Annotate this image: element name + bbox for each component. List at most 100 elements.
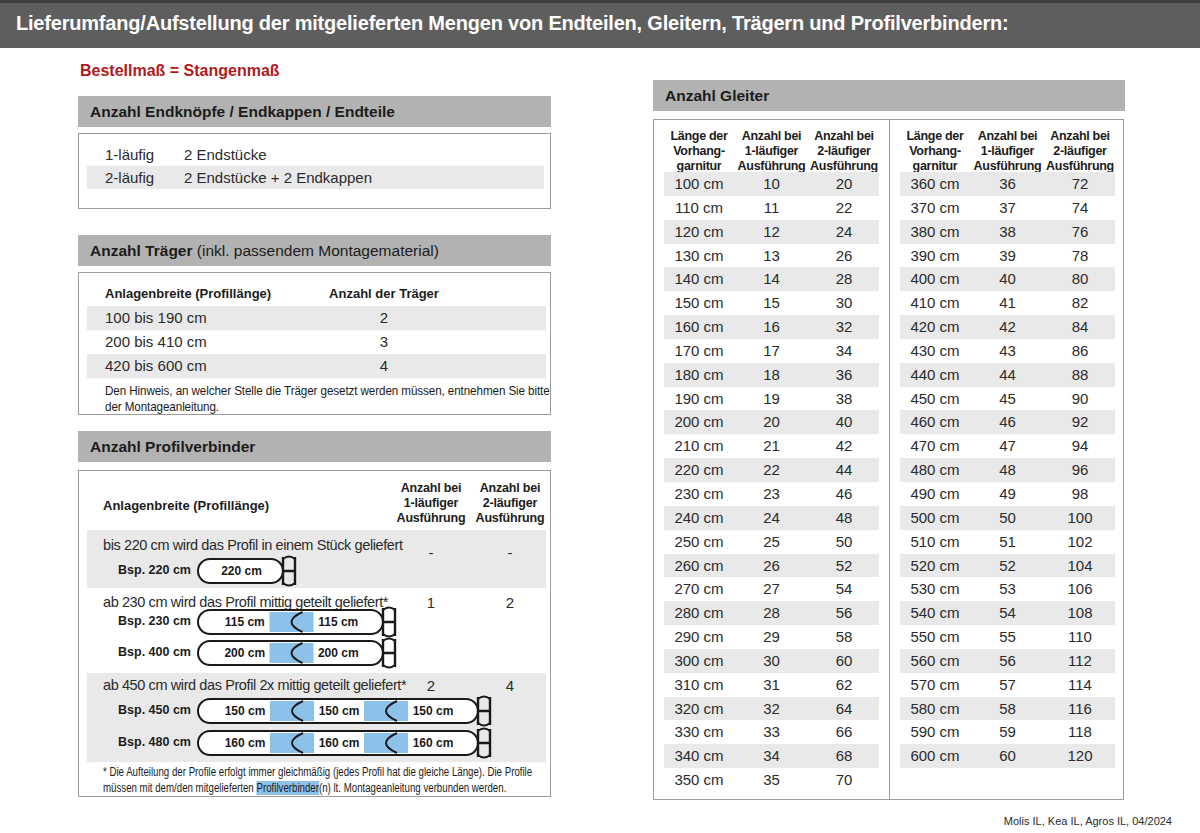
gleiter-length: 360 cm [900, 172, 970, 196]
gleiter-count-1laeufig: 39 [970, 244, 1045, 268]
gleiter-count-1laeufig: 15 [734, 291, 809, 315]
pv-col3-header: Anzahl bei2-läufigerAusführung [465, 481, 555, 526]
pv-example-label: Bsp. 220 cm [111, 563, 191, 577]
traeger-col1-header: Anlagenbreite (Profillänge) [105, 286, 271, 301]
pv-rod-diagram: 160 cm160 cm160 cm [197, 725, 494, 765]
gleiter-count-1laeufig: 60 [970, 744, 1045, 768]
gleiter-count-1laeufig: 21 [734, 434, 809, 458]
gleiter-count-1laeufig: 36 [970, 172, 1045, 196]
gleiter-row: 440 cm4488 [900, 363, 1115, 387]
gleiter-count-2laeufig: 118 [1045, 720, 1115, 744]
gleiter-count-1laeufig: 44 [970, 363, 1045, 387]
pv-block: ab 230 cm wird das Profil mittig geteilt… [87, 591, 546, 667]
traeger-range: 420 bis 600 cm [105, 354, 207, 378]
gleiter-count-2laeufig: 28 [809, 267, 879, 291]
gleiter-length: 300 cm [664, 649, 734, 673]
gleiter-row: 280 cm2856 [664, 601, 879, 625]
pv-rod-diagram: 200 cm200 cm [197, 635, 399, 675]
gleiter-row: 590 cm59118 [900, 720, 1115, 744]
gleiter-count-2laeufig: 50 [809, 530, 879, 554]
gleiter-column-header: Länge derVorhang-garnitur [900, 129, 970, 175]
pv-value-2laeufig: - [465, 544, 555, 561]
svg-text:150 cm: 150 cm [319, 704, 360, 718]
pv-col2-header: Anzahl bei1-läufigerAusführung [386, 481, 476, 526]
gleiter-length: 340 cm [664, 744, 734, 768]
gleiter-count-1laeufig: 13 [734, 244, 809, 268]
gleiter-count-1laeufig: 59 [970, 720, 1045, 744]
gleiter-length: 250 cm [664, 530, 734, 554]
gleiter-count-2laeufig: 74 [1045, 196, 1115, 220]
gleiter-row: 250 cm2550 [664, 530, 879, 554]
gleiter-row: 570 cm57114 [900, 673, 1115, 697]
pv-block: ab 450 cm wird das Profil 2x mittig gete… [87, 673, 546, 762]
gleiter-length: 200 cm [664, 410, 734, 434]
gleiter-count-2laeufig: 102 [1045, 530, 1115, 554]
gleiter-length: 410 cm [900, 291, 970, 315]
gleiter-row: 180 cm1836 [664, 363, 879, 387]
gleiter-row: 380 cm3876 [900, 220, 1115, 244]
gleiter-row: 200 cm2040 [664, 410, 879, 434]
gleiter-row: 240 cm2448 [664, 506, 879, 530]
gleiter-length: 190 cm [664, 387, 734, 411]
traeger-count: 4 [304, 354, 464, 378]
gleiter-column-header: Anzahl bei2-läufigerAusführung [1045, 129, 1115, 175]
gleiter-row: 220 cm2244 [664, 458, 879, 482]
traeger-range: 200 bis 410 cm [105, 330, 207, 354]
gleiter-count-2laeufig: 88 [1045, 363, 1115, 387]
pv-example-label: Bsp. 480 cm [111, 735, 191, 749]
gleiter-count-2laeufig: 32 [809, 315, 879, 339]
gleiter-count-1laeufig: 26 [734, 554, 809, 578]
gleiter-column-header: Anzahl bei2-läufigerAusführung [809, 129, 879, 175]
gleiter-count-1laeufig: 33 [734, 720, 809, 744]
gleiter-column-header: Länge derVorhang-garnitur [664, 129, 734, 175]
gleiter-row: 320 cm3264 [664, 697, 879, 721]
gleiter-count-2laeufig: 26 [809, 244, 879, 268]
gleiter-row: 150 cm1530 [664, 291, 879, 315]
gleiter-count-2laeufig: 30 [809, 291, 879, 315]
gleiter-count-1laeufig: 34 [734, 744, 809, 768]
gleiter-table-left: Länge derVorhang-garniturAnzahl bei1-läu… [654, 120, 889, 799]
pv-example-label: Bsp. 230 cm [111, 614, 191, 628]
gleiter-length: 380 cm [900, 220, 970, 244]
gleiter-count-2laeufig: 52 [809, 554, 879, 578]
gleiter-length: 260 cm [664, 554, 734, 578]
gleiter-count-1laeufig: 20 [734, 410, 809, 434]
gleiter-count-1laeufig: 54 [970, 601, 1045, 625]
gleiter-row: 470 cm4794 [900, 434, 1115, 458]
gleiter-row: 530 cm53106 [900, 577, 1115, 601]
gleiter-length: 370 cm [900, 196, 970, 220]
gleiter-rows: 360 cm3672370 cm3774380 cm3876390 cm3978… [900, 172, 1115, 768]
svg-text:160 cm: 160 cm [413, 736, 454, 750]
gleiter-count-1laeufig: 11 [734, 196, 809, 220]
gleiter-count-1laeufig: 32 [734, 697, 809, 721]
gleiter-count-1laeufig: 10 [734, 172, 809, 196]
gleiter-count-1laeufig: 23 [734, 482, 809, 506]
gleiter-length: 290 cm [664, 625, 734, 649]
gleiter-count-2laeufig: 86 [1045, 339, 1115, 363]
gleiter-count-1laeufig: 37 [970, 196, 1045, 220]
gleiter-count-2laeufig: 120 [1045, 744, 1115, 768]
gleiter-row: 410 cm4182 [900, 291, 1115, 315]
gleiter-row: 160 cm1632 [664, 315, 879, 339]
section-header-profilverbinder: Anzahl Profilverbinder [78, 431, 551, 462]
gleiter-length: 240 cm [664, 506, 734, 530]
pv-block-text: bis 220 cm wird das Profil in einem Stüc… [103, 537, 403, 553]
pv-col1-header: Anlagenbreite (Profillänge) [103, 498, 269, 513]
gleiter-count-2laeufig: 112 [1045, 649, 1115, 673]
gleiter-length: 400 cm [900, 267, 970, 291]
gleiter-count-1laeufig: 40 [970, 267, 1045, 291]
gleiter-count-2laeufig: 38 [809, 387, 879, 411]
page-title: Lieferumfang/Aufstellung der mitgeliefer… [0, 3, 1200, 35]
gleiter-count-1laeufig: 57 [970, 673, 1045, 697]
end-parts-type: 1-läufig [105, 143, 154, 166]
gleiter-row: 340 cm3468 [664, 744, 879, 768]
gleiter-count-2laeufig: 24 [809, 220, 879, 244]
gleiter-length: 510 cm [900, 530, 970, 554]
gleiter-row: 140 cm1428 [664, 267, 879, 291]
svg-text:150 cm: 150 cm [413, 704, 454, 718]
gleiter-count-1laeufig: 30 [734, 649, 809, 673]
gleiter-length: 160 cm [664, 315, 734, 339]
gleiter-length: 280 cm [664, 601, 734, 625]
pv-example-label: Bsp. 400 cm [111, 645, 191, 659]
gleiter-length: 540 cm [900, 601, 970, 625]
